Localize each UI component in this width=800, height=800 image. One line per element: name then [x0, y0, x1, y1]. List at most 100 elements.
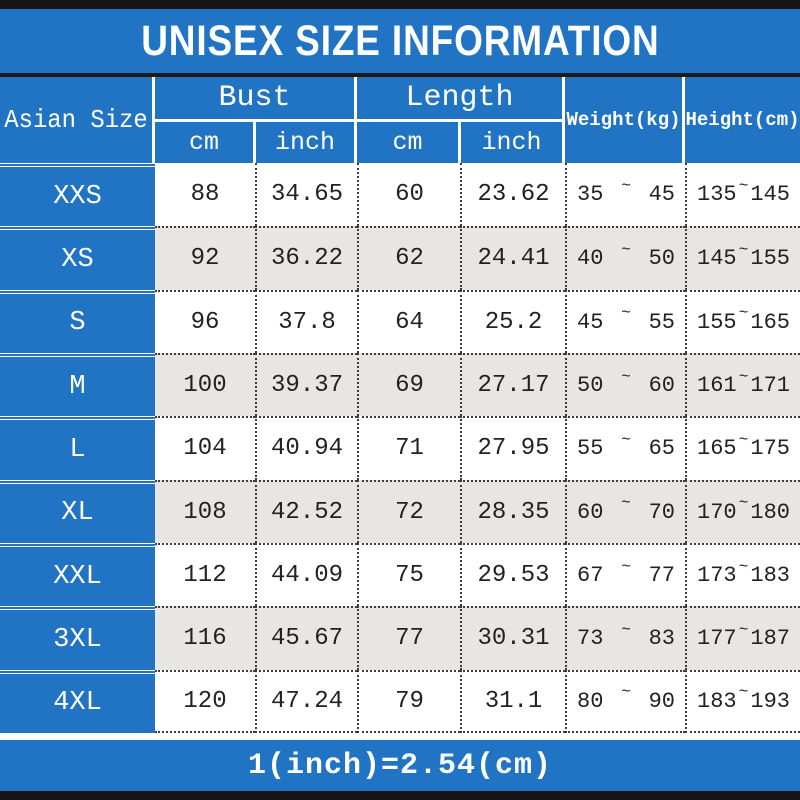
tilde-separator: ~	[621, 430, 631, 449]
length-inch-value: 28.35	[460, 479, 565, 543]
conversion-note-bar: 1(inch)=2.54(cm)	[0, 740, 800, 791]
weight-min: 60	[577, 499, 604, 525]
length-inch-value: 24.41	[460, 226, 565, 290]
header-length-subrow: cm inch	[357, 122, 562, 163]
weight-range: 60 ~70	[565, 479, 685, 543]
height-range: 177 ~187	[685, 606, 800, 670]
height-min: 177	[697, 626, 737, 652]
length-cm-value: 60	[357, 163, 460, 227]
table-row-4xl: 4XL 120 47.24 79 31.1 80 ~90 183 ~193	[0, 669, 800, 733]
size-label: XS	[0, 226, 155, 290]
weight-range: 80 ~90	[565, 669, 685, 733]
tilde-separator: ~	[738, 557, 749, 576]
table-row-s: S 96 37.8 64 25.2 45 ~55 155 ~165	[0, 289, 800, 353]
tilde-separator: ~	[738, 683, 749, 702]
header-asian-size-label: Asian Size	[4, 105, 148, 135]
size-label: L	[0, 416, 155, 480]
tilde-separator: ~	[621, 620, 631, 639]
height-range: 183 ~193	[685, 669, 800, 733]
weight-max: 55	[648, 309, 675, 335]
weight-range: 35 ~45	[565, 163, 685, 227]
height-max: 165	[750, 309, 790, 335]
length-inch-value: 27.95	[460, 416, 565, 480]
title-banner: UNISEX SIZE INFORMATION	[0, 9, 800, 73]
weight-range: 40 ~50	[565, 226, 685, 290]
weight-range: 67 ~77	[565, 542, 685, 607]
header-group-bust: Bust cm inch	[155, 77, 357, 163]
table-row-xs: XS 92 36.22 62 24.41 40 ~50 145 ~155	[0, 226, 800, 290]
weight-min: 40	[577, 246, 604, 272]
bust-inch-value: 45.67	[255, 606, 357, 670]
tilde-separator: ~	[738, 240, 749, 259]
height-max: 155	[750, 246, 790, 272]
size-label: XL	[0, 479, 155, 543]
length-cm-value: 79	[357, 669, 460, 733]
tilde-separator: ~	[738, 494, 749, 513]
tilde-separator: ~	[621, 304, 631, 323]
length-cm-value: 62	[357, 226, 460, 290]
weight-range: 73 ~83	[565, 606, 685, 670]
length-inch-value: 23.62	[460, 163, 565, 227]
header-height: Height(cm)	[685, 109, 800, 131]
length-cm-value: 69	[357, 352, 460, 417]
conversion-note: 1(inch)=2.54(cm)	[247, 748, 553, 783]
bust-inch-value: 39.37	[255, 352, 357, 417]
tilde-separator: ~	[738, 367, 749, 386]
bust-cm-value: 96	[155, 289, 255, 353]
height-max: 183	[750, 563, 790, 589]
size-label: XXL	[0, 542, 155, 607]
height-max: 180	[750, 499, 790, 525]
header-group-length: Length cm inch	[357, 77, 565, 163]
bust-cm-value: 92	[155, 226, 255, 289]
tilde-separator: ~	[738, 176, 749, 195]
height-range: 135 ~145	[685, 163, 800, 227]
height-max: 187	[750, 626, 790, 652]
height-range: 145 ~155	[685, 226, 800, 290]
table-row-xxs: XXS 88 34.65 60 23.62 35 ~45 135 ~145	[0, 163, 800, 227]
bottom-frame-bar	[0, 791, 800, 800]
length-inch-value: 31.1	[460, 669, 565, 733]
bust-inch-value: 42.52	[255, 479, 357, 543]
weight-max: 77	[648, 563, 675, 589]
tilde-separator: ~	[621, 557, 631, 576]
weight-min: 45	[577, 309, 604, 335]
weight-max: 50	[648, 246, 675, 272]
header-weight: Weight(kg)	[565, 77, 685, 163]
table-header: Asian Size Bust cm inch Length cm inch W…	[0, 77, 800, 163]
tilde-separator: ~	[621, 176, 631, 195]
length-inch-value: 30.31	[460, 606, 565, 670]
table-row-xl: XL 108 42.52 72 28.35 60 ~70 170 ~180	[0, 479, 800, 543]
tilde-separator: ~	[621, 683, 631, 702]
bust-inch-value: 40.94	[255, 416, 357, 480]
length-cm-value: 64	[357, 289, 460, 353]
bust-inch-value: 47.24	[255, 669, 357, 733]
footer-gap	[0, 733, 800, 740]
header-bust-subrow: cm inch	[155, 122, 354, 163]
height-min: 161	[697, 373, 737, 399]
header-bust-cm: cm	[188, 128, 219, 157]
header-bust-inch: inch	[253, 122, 354, 163]
weight-max: 65	[648, 436, 675, 462]
size-label: XXS	[0, 163, 155, 227]
weight-max: 90	[648, 688, 675, 714]
table-row-m: M 100 39.37 69 27.17 50 ~60 161 ~171	[0, 352, 800, 417]
size-label: S	[0, 289, 155, 353]
length-inch-value: 25.2	[460, 289, 565, 353]
height-max: 193	[750, 688, 790, 714]
weight-range: 45 ~55	[565, 289, 685, 353]
bust-cm-value: 116	[155, 606, 255, 669]
tilde-separator: ~	[738, 430, 749, 449]
tilde-separator: ~	[621, 240, 631, 259]
height-min: 135	[697, 182, 737, 208]
header-bust-label: Bust	[155, 77, 354, 122]
length-cm-value: 75	[357, 542, 460, 607]
weight-range: 50 ~60	[565, 352, 685, 417]
height-min: 173	[697, 563, 737, 589]
weight-min: 80	[577, 688, 604, 714]
length-cm-value: 72	[357, 479, 460, 543]
height-min: 170	[697, 499, 737, 525]
bust-inch-value: 37.8	[255, 289, 357, 353]
height-max: 171	[750, 373, 790, 399]
weight-range: 55 ~65	[565, 416, 685, 480]
height-range: 155 ~165	[685, 289, 800, 353]
